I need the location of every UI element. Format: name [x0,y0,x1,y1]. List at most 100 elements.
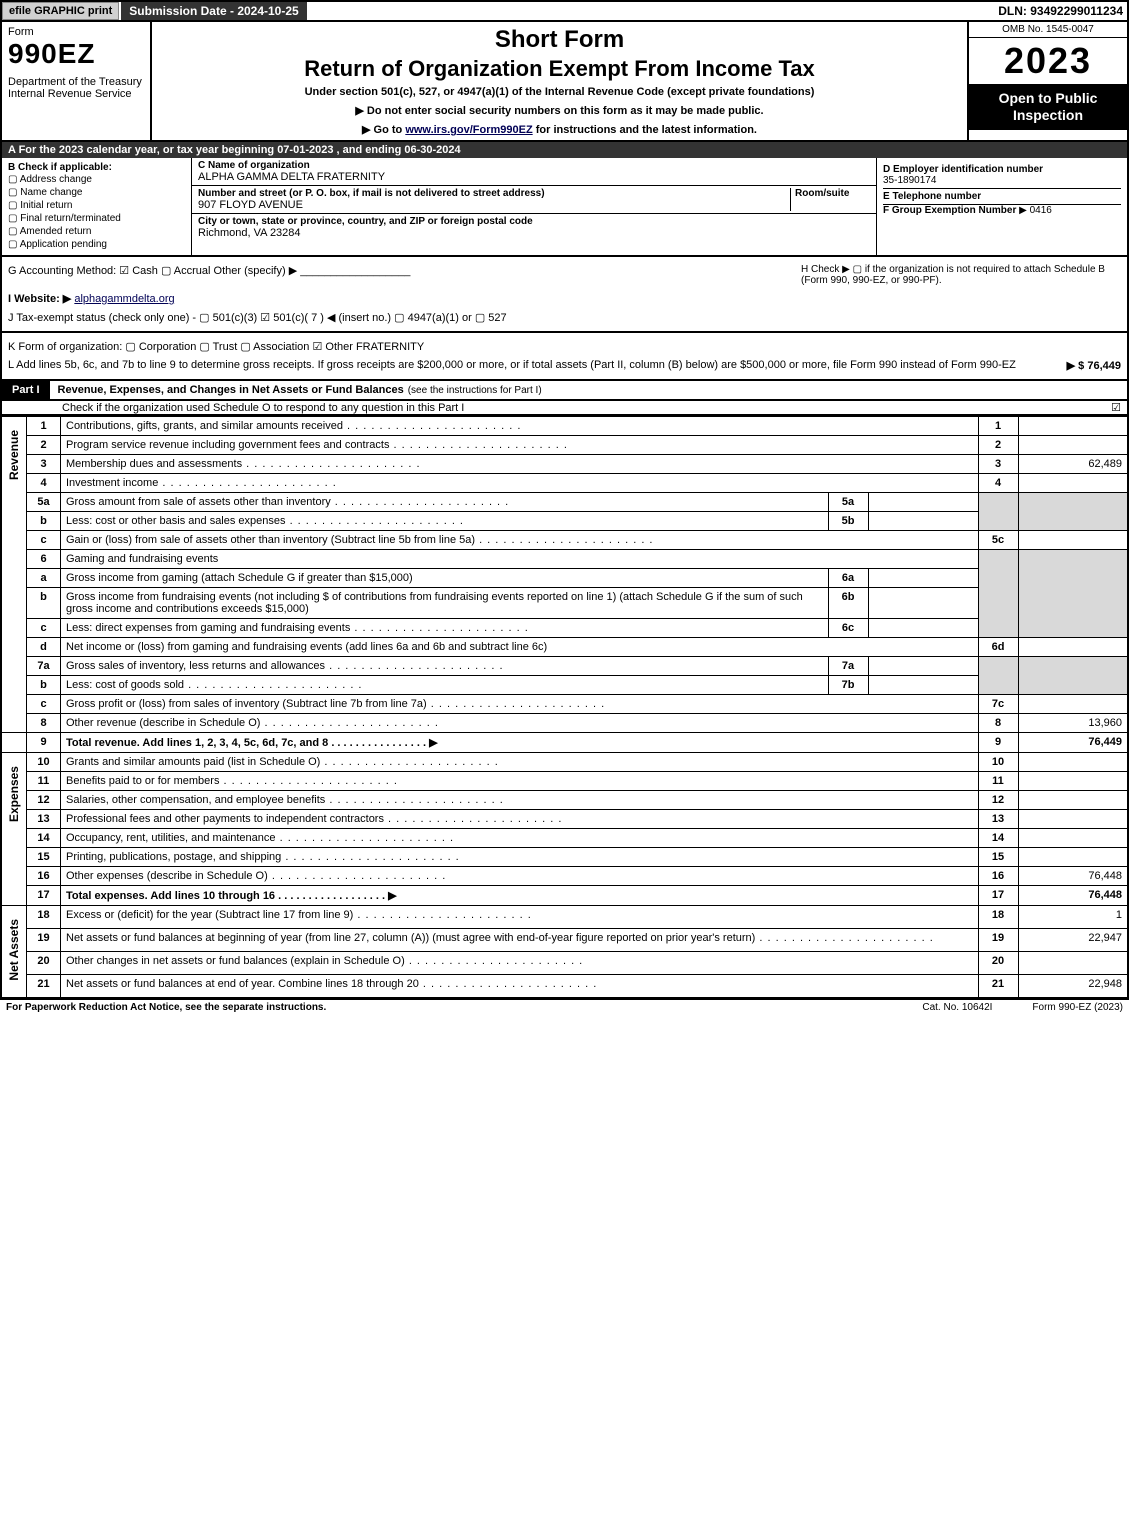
omb-number: OMB No. 1545-0047 [969,22,1127,38]
l5b-ref: 5b [828,512,868,531]
chk-address-change[interactable]: Address change [8,173,185,186]
open-to-public: Open to Public Inspection [969,84,1127,130]
l1-desc: Contributions, gifts, grants, and simila… [61,417,979,436]
chk-name-change[interactable]: Name change [8,186,185,199]
l12-amt [1018,791,1128,810]
part1-table: Revenue 1 Contributions, gifts, grants, … [0,416,1129,999]
box-c: C Name of organization ALPHA GAMMA DELTA… [192,158,877,255]
side-netassets: Net Assets [1,906,27,998]
org-name: ALPHA GAMMA DELTA FRATERNITY [198,171,385,183]
l6d-amt [1018,638,1128,657]
l16-desc: Other expenses (describe in Schedule O) [61,867,979,886]
l6a-num: a [27,569,61,588]
l5c-ref: 5c [978,531,1018,550]
l20-num: 20 [27,951,61,974]
l11-desc: Benefits paid to or for members [61,772,979,791]
l13-desc: Professional fees and other payments to … [61,810,979,829]
side-revenue-end [1,733,27,753]
form-word: Form [8,26,144,38]
l6d-num: d [27,638,61,657]
l19-num: 19 [27,928,61,951]
form-header: Form 990EZ Department of the Treasury In… [0,22,1129,142]
l2-desc: Program service revenue including govern… [61,436,979,455]
l18-amt: 1 [1018,906,1128,929]
chk-initial-return[interactable]: Initial return [8,199,185,212]
phone-label: E Telephone number [883,191,981,202]
l6c-num: c [27,619,61,638]
l9-ref: 9 [978,733,1018,753]
l17-desc: Total expenses. Add lines 10 through 16 … [61,886,979,906]
ssn-note: ▶ Do not enter social security numbers o… [160,104,959,117]
l6a-desc: Gross income from gaming (attach Schedul… [61,569,829,588]
tax-year: 2023 [969,38,1127,84]
l7c-desc: Gross profit or (loss) from sales of inv… [61,695,979,714]
l7c-num: c [27,695,61,714]
l6c-amt [868,619,978,638]
l21-desc: Net assets or fund balances at end of ye… [61,974,979,998]
l9-desc: Total revenue. Add lines 1, 2, 3, 4, 5c,… [61,733,979,753]
chk-application-pending[interactable]: Application pending [8,238,185,251]
l4-amt [1018,474,1128,493]
city-label: City or town, state or province, country… [198,216,533,227]
form-number: 990EZ [8,38,144,70]
l6-shade [978,550,1018,638]
l6a-ref: 6a [828,569,868,588]
schedule-b-note: H Check ▶ ▢ if the organization is not r… [801,264,1121,286]
part1-checkbox[interactable]: ☑ [1111,401,1127,414]
l19-desc: Net assets or fund balances at beginning… [61,928,979,951]
l3-amt: 62,489 [1018,455,1128,474]
l18-desc: Excess or (deficit) for the year (Subtra… [61,906,979,929]
box-def: D Employer identification number 35-1890… [877,158,1127,255]
box-b: B Check if applicable: Address change Na… [2,158,192,255]
form-of-organization: K Form of organization: ▢ Corporation ▢ … [8,337,1121,356]
l7c-amt [1018,695,1128,714]
room-label: Room/suite [795,188,849,199]
l17-num: 17 [27,886,61,906]
footer-formref: Form 990-EZ (2023) [1032,1002,1123,1013]
header-left: Form 990EZ Department of the Treasury In… [2,22,152,140]
l12-desc: Salaries, other compensation, and employ… [61,791,979,810]
line-l-text: L Add lines 5b, 6c, and 7b to line 9 to … [8,359,1067,372]
l4-desc: Investment income [61,474,979,493]
instructions-link[interactable]: www.irs.gov/Form990EZ [405,124,532,136]
l6c-desc: Less: direct expenses from gaming and fu… [61,619,829,638]
meta-block-2: K Form of organization: ▢ Corporation ▢ … [0,333,1129,381]
form-title: Return of Organization Exempt From Incom… [160,56,959,82]
part1-tag: Part I [2,381,50,399]
org-name-label: C Name of organization [198,160,310,171]
l15-amt [1018,848,1128,867]
l5a-num: 5a [27,493,61,512]
l14-amt [1018,829,1128,848]
header-right: OMB No. 1545-0047 2023 Open to Public In… [967,22,1127,140]
chk-amended-return[interactable]: Amended return [8,225,185,238]
address-label: Number and street (or P. O. box, if mail… [198,188,545,199]
l5ab-shade2 [1018,493,1128,531]
side-revenue: Revenue [1,417,27,733]
l13-ref: 13 [978,810,1018,829]
l12-num: 12 [27,791,61,810]
l4-ref: 4 [978,474,1018,493]
l18-num: 18 [27,906,61,929]
l1-num: 1 [27,417,61,436]
chk-final-return[interactable]: Final return/terminated [8,212,185,225]
l5b-amt [868,512,978,531]
footer-left: For Paperwork Reduction Act Notice, see … [6,1002,326,1013]
l7a-ref: 7a [828,657,868,676]
l13-amt [1018,810,1128,829]
efile-print-button[interactable]: efile GRAPHIC print [2,2,119,20]
website-link[interactable]: alphagammdelta.org [74,293,174,305]
l7a-amt [868,657,978,676]
l11-num: 11 [27,772,61,791]
l7a-desc: Gross sales of inventory, less returns a… [61,657,829,676]
l6a-amt [868,569,978,588]
l1-ref: 1 [978,417,1018,436]
l6b-desc: Gross income from fundraising events (no… [61,588,829,619]
l8-desc: Other revenue (describe in Schedule O) [61,714,979,733]
box-b-header: B Check if applicable: [8,162,185,173]
l15-ref: 15 [978,848,1018,867]
line-l-amount: ▶ $ 76,449 [1067,359,1121,372]
part1-sub: (see the instructions for Part I) [404,385,542,396]
ein-label: D Employer identification number [883,164,1043,175]
l19-ref: 19 [978,928,1018,951]
l14-num: 14 [27,829,61,848]
